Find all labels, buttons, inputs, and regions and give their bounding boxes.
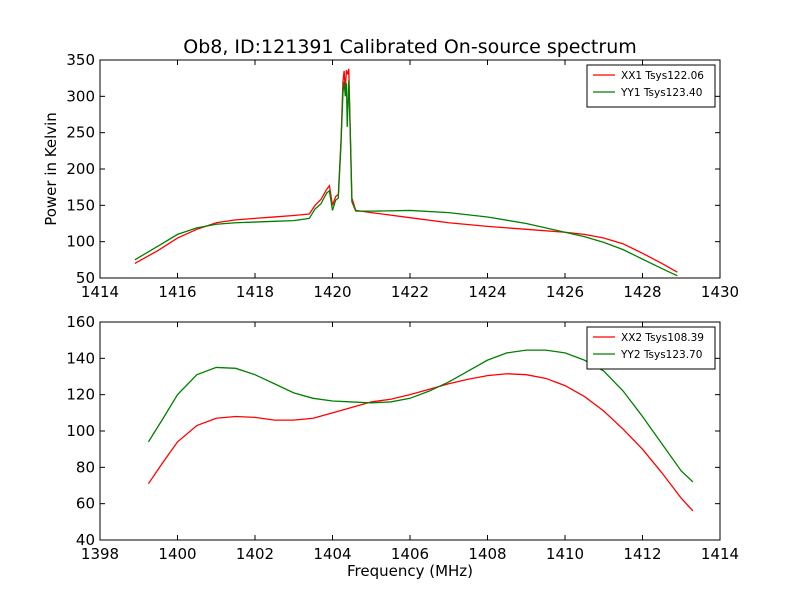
x-tick-label: 1408	[468, 545, 506, 563]
y-tick-label: 300	[66, 87, 95, 105]
y-tick-label: 120	[66, 386, 95, 404]
x-tick-label: 1402	[236, 545, 274, 563]
y-tick-label: 50	[76, 269, 95, 287]
legend-entry: XX1 Tsys122.06	[621, 70, 704, 82]
x-tick-label: 1422	[391, 283, 429, 301]
x-tick-label: 1410	[546, 545, 584, 563]
y-tick-label: 350	[66, 51, 95, 69]
y-tick-label: 100	[66, 422, 95, 440]
x-tick-label: 1420	[313, 283, 351, 301]
x-tick-label: 1418	[236, 283, 274, 301]
series-line-1	[134, 68, 678, 273]
legend: XX2 Tsys108.39 YY2 Tsys123.70	[586, 326, 716, 370]
x-tick-label: 1416	[158, 283, 196, 301]
x-tick-label: 1430	[701, 283, 739, 301]
series-line-2	[147, 349, 694, 483]
y-tick-label: 150	[66, 196, 95, 214]
y-tick-label: 200	[66, 160, 95, 178]
legend-box	[586, 326, 716, 370]
x-tick-label: 1414	[701, 545, 739, 563]
y-tick-label: 160	[66, 313, 95, 331]
y-tick-label: 60	[76, 495, 95, 513]
x-tick-label: 1426	[546, 283, 584, 301]
legend-entry: XX2 Tsys108.39	[621, 332, 704, 344]
x-tick-label: 1404	[313, 545, 351, 563]
x-tick-label: 1412	[623, 545, 661, 563]
legend-box	[586, 64, 716, 108]
y-tick-label: 80	[76, 458, 95, 476]
y-tick-label: 250	[66, 124, 95, 142]
x-tick-label: 1406	[391, 545, 429, 563]
x-tick-label: 1414	[81, 283, 119, 301]
x-tick-label: 1398	[81, 545, 119, 563]
x-axis-label: Frequency (MHz)	[347, 562, 473, 580]
legend-entry: YY2 Tsys123.70	[620, 349, 702, 361]
y-tick-label: 40	[76, 531, 95, 549]
x-tick-label: 1424	[468, 283, 506, 301]
legend-entry: YY1 Tsys123.40	[620, 87, 702, 99]
legend: XX1 Tsys122.06 YY1 Tsys123.40	[586, 64, 716, 108]
y-axis-label: Power in Kelvin	[42, 112, 60, 226]
panel-2: 1398 1400 1402 1404 1406 1408 1410 1412 1414 40 60…	[66, 313, 739, 580]
x-tick-label: 1400	[158, 545, 196, 563]
x-tick-label: 1428	[623, 283, 661, 301]
y-tick-label: 140	[66, 349, 95, 367]
panel-1: 1414 1416 1418 1420 1422 1424 1426 1428 1430 50 10…	[42, 51, 739, 301]
y-tick-label: 100	[66, 233, 95, 251]
chart-title: Ob8, ID:121391 Calibrated On-source spec…	[183, 36, 637, 58]
series-line-1	[147, 373, 694, 512]
series-line-2	[134, 80, 678, 277]
